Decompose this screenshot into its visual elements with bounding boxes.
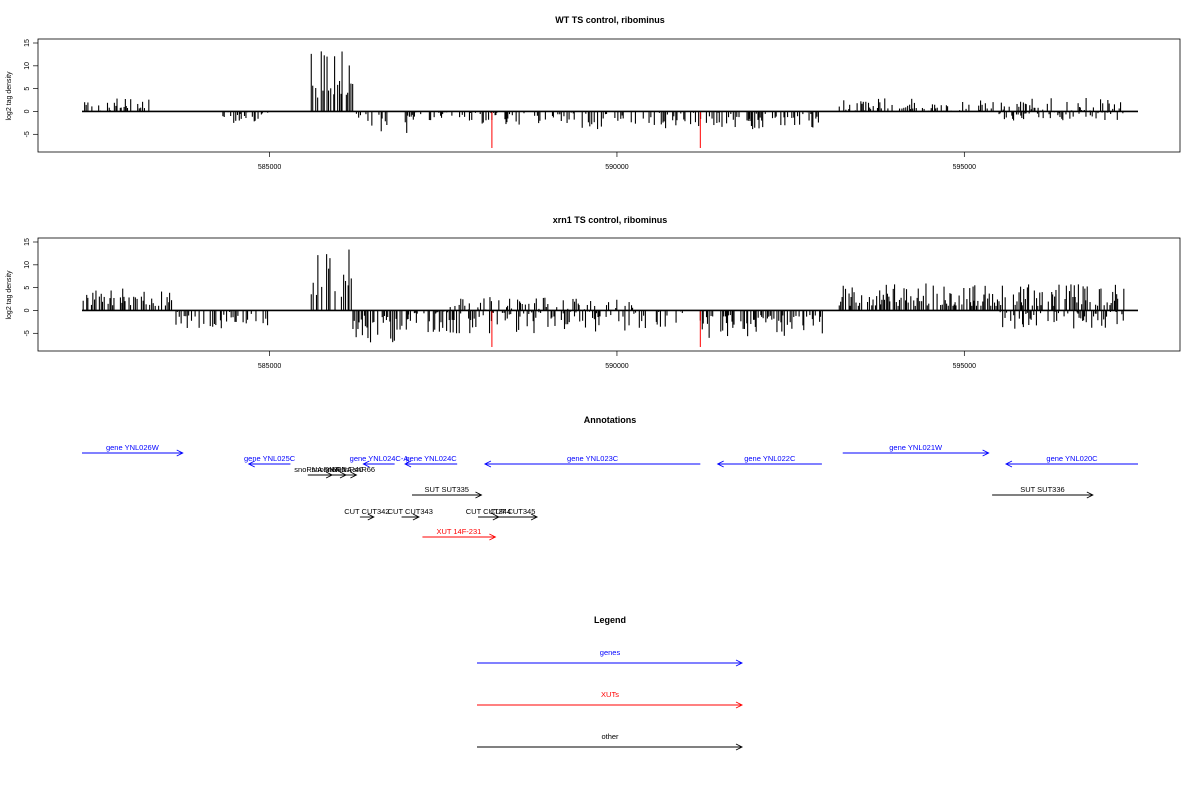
feature-label: CUT CUT343 [388,507,433,516]
y-tick-label: 15 [24,238,31,246]
feature-label: snoRNA snR60 [294,465,345,474]
xrn1-y-axis-label: log2 tag density [6,270,13,320]
feature-label: gene YNL026W [106,443,160,452]
feature-arrowhead [489,533,497,541]
xrn1-x-ticks: 585000 590000 595000 [258,351,976,370]
feature-label: CUT CUT342 [344,507,389,516]
annotation-feature: gene YNL022C [716,454,822,468]
wt-plot-frame [37,38,1181,153]
y-tick-label: -5 [24,330,31,336]
annotation-feature: gene YNL024C [404,454,458,468]
feature-arrowhead [475,491,483,499]
feature-label: gene YNL022C [744,454,796,463]
legend-arrowhead [735,701,744,709]
legend-title: Legend [594,615,626,625]
legend-label: XUTs [601,690,619,699]
feature-arrowhead [530,513,539,521]
wt-track-panel: WT TS control, ribominus log2 tag densit… [6,15,1181,171]
feature-label: snoRNA snR66 [324,465,375,474]
feature-arrowhead [1004,460,1013,468]
annotation-feature: snoRNA snR66 [324,465,375,479]
feature-label: gene YNL023C [567,454,619,463]
feature-label: gene YNL020C [1046,454,1098,463]
annotation-feature: SUT SUT335 [412,485,483,499]
wt-track-title: WT TS control, ribominus [555,15,665,25]
y-tick-label: -5 [24,131,31,137]
annotation-feature: CUT CUT345 [488,507,539,521]
annotation-feature: gene YNL021W [842,443,990,457]
annotations-panel: Annotations gene YNL026W gene YNL025C snoR… [82,415,1138,541]
annotation-feature: gene YNL024C-A [350,454,409,468]
y-tick-label: 10 [24,261,31,269]
annotation-feature: CUT CUT343 [388,507,433,521]
feature-arrowhead [1086,491,1094,499]
feature-label: SUT SUT335 [425,485,469,494]
annotation-feature: gene YNL026W [82,443,184,457]
legend-arrowhead [735,659,744,667]
feature-label: CUT CUT344 [466,507,511,516]
x-tick-label: 585000 [258,363,281,370]
feature-arrowhead [982,449,990,457]
feature-label: gene YNL024C [406,454,458,463]
y-tick-label: 5 [24,87,31,91]
feature-arrowhead [404,460,412,468]
legend-entry: other [477,732,744,751]
x-tick-label: 585000 [258,164,281,171]
legend-items: genes XUTs other [477,648,744,751]
x-tick-label: 595000 [953,363,976,370]
x-tick-label: 590000 [605,164,628,171]
xrn1-plot-frame [37,237,1181,352]
annotations-title: Annotations [584,415,637,425]
annotation-items: gene YNL026W gene YNL025C snoRNA snR60snoR… [82,443,1138,541]
feature-label: XUT 14F-231 [436,527,481,536]
annotation-feature: gene YNL020C [1004,454,1138,468]
legend-entry: XUTs [477,690,744,709]
wt-bars [82,51,1138,148]
feature-arrowhead [483,460,492,468]
x-tick-label: 590000 [605,363,628,370]
feature-arrowhead [412,513,420,521]
feature-label: snoRNA snR40 [312,465,363,474]
feature-arrowhead [350,471,358,479]
xrn1-track-title: xrn1 TS control, ribominus [553,215,668,225]
legend-arrowhead [735,743,744,751]
feature-arrowhead [176,449,184,457]
annotation-feature: gene YNL023C [483,454,701,468]
legend-label: genes [600,648,621,657]
wt-x-ticks: 585000 590000 595000 [258,152,976,171]
y-tick-label: 10 [24,62,31,70]
xrn1-track-panel: xrn1 TS control, ribominus log2 tag dens… [6,215,1181,370]
y-tick-label: 15 [24,39,31,47]
feature-arrowhead [247,460,255,468]
feature-label: gene YNL021W [889,443,943,452]
annotation-feature: gene YNL025C [244,454,296,468]
feature-label: SUT SUT336 [1020,485,1064,494]
annotation-feature: XUT 14F-231 [422,527,497,541]
feature-label: CUT CUT345 [490,507,535,516]
feature-label: gene YNL025C [244,454,296,463]
legend-panel: Legend genes XUTs other [477,615,744,751]
legend-entry: genes [477,648,744,667]
wt-y-axis-label: log2 tag density [6,71,13,121]
x-tick-label: 595000 [953,164,976,171]
xrn1-y-ticks: 15 10 5 0 -5 [24,238,38,336]
feature-arrowhead [716,460,724,468]
y-tick-label: 0 [24,308,31,312]
legend-label: other [601,732,619,741]
feature-label: gene YNL024C-A [350,454,409,463]
wt-y-ticks: 15 10 5 0 -5 [24,39,38,137]
feature-arrowhead [362,460,370,468]
y-tick-label: 0 [24,109,31,113]
xrn1-bars [82,249,1138,347]
y-tick-label: 5 [24,286,31,290]
annotation-feature: CUT CUT342 [344,507,389,521]
feature-arrowhead [367,513,375,521]
annotation-feature: SUT SUT336 [992,485,1094,499]
